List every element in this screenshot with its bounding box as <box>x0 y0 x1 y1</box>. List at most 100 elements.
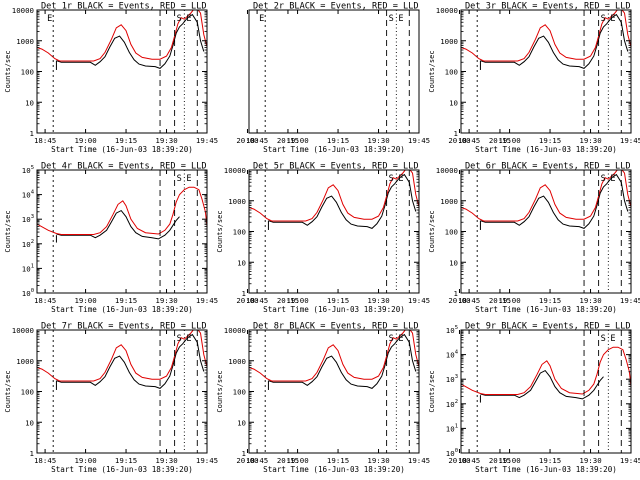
y-axis-label: Counts/sec <box>216 210 224 252</box>
plot-frame <box>36 169 208 294</box>
x-tick-label: 18:45 <box>34 296 56 305</box>
x-tick-label: 18:45 <box>458 296 480 305</box>
x-tick-label: 20:15 <box>277 296 299 305</box>
x-axis-label: Start Time (16-Jun-03 18:39:20) <box>263 465 405 474</box>
events-series-line <box>56 333 205 389</box>
x-tick-label: 19:45 <box>620 296 640 305</box>
x-tick-label: 19:30 <box>155 296 177 305</box>
x-tick-label: 19:45 <box>408 456 430 465</box>
interval-marker-label: E <box>186 174 191 184</box>
x-tick-label: 19:45 <box>620 136 640 145</box>
plot-frame <box>248 329 420 454</box>
x-tick-label: 19:30 <box>367 296 389 305</box>
plot-frame <box>36 9 208 134</box>
lld-series-line <box>37 186 207 235</box>
panel-title: Det 6r BLACK = Events, RED = LLD <box>465 162 631 172</box>
x-axis-label: Start Time (16-Jun-03 18:39:20) <box>475 305 617 314</box>
y-tick-label: 1 <box>30 129 34 138</box>
y-tick-label: 1 <box>454 289 458 298</box>
x-tick-label: 20:00 <box>448 456 470 465</box>
y-tick-label: 100 <box>445 228 458 237</box>
x-tick-label: 20:00 <box>236 296 258 305</box>
y-tick-label: 1000 <box>228 197 246 206</box>
y-tick-label: 102 <box>446 399 458 409</box>
y-tick-label: 10 <box>237 258 246 267</box>
y-axis-label: Counts/sec <box>4 370 12 412</box>
y-tick-label: 10000 <box>12 326 34 335</box>
interval-marker-label: S <box>177 174 182 184</box>
lld-series-line <box>249 170 419 222</box>
y-tick-label: 10000 <box>436 6 458 15</box>
y-tick-label: 1 <box>242 449 246 458</box>
y-tick-label: 1000 <box>16 357 34 366</box>
x-tick-label: 19:15 <box>115 296 137 305</box>
interval-marker-label: E <box>398 334 403 344</box>
y-tick-label: 10000 <box>12 6 34 15</box>
interval-marker-label: S <box>601 14 606 24</box>
interval-marker-label: S <box>389 14 394 24</box>
events-series-line <box>480 369 604 400</box>
x-tick-label: 19:00 <box>74 136 96 145</box>
x-tick-label: 19:45 <box>196 136 218 145</box>
x-tick-label: 19:00 <box>286 456 308 465</box>
x-axis-label: Start Time (16-Jun-03 18:39:20) <box>51 465 193 474</box>
y-tick-label: 103 <box>22 214 34 224</box>
y-tick-label: 100 <box>22 288 34 298</box>
x-tick-label: 18:45 <box>246 136 268 145</box>
events-series-line <box>56 209 180 240</box>
x-tick-label: 19:45 <box>620 456 640 465</box>
x-tick-label: 19:00 <box>498 456 520 465</box>
x-tick-label: 20:15 <box>277 136 299 145</box>
plot-frame <box>460 9 632 134</box>
lld-series-line <box>461 10 631 62</box>
x-tick-label: 20:15 <box>277 456 299 465</box>
y-tick-label: 10 <box>25 98 34 107</box>
lld-series-line <box>249 330 419 382</box>
panel-title: Det 5r BLACK = Events, RED = LLD <box>253 162 419 172</box>
x-tick-label: 18:45 <box>458 456 480 465</box>
interval-marker-label: E <box>259 14 264 24</box>
x-tick-label: 19:45 <box>196 456 218 465</box>
y-tick-label: 100 <box>233 388 246 397</box>
x-axis-label: Start Time (16-Jun-03 18:39:20) <box>51 145 193 154</box>
y-tick-label: 1000 <box>440 197 458 206</box>
x-tick-label: 19:00 <box>74 456 96 465</box>
y-tick-label: 104 <box>22 190 35 200</box>
plot-frame <box>460 329 632 454</box>
x-tick-label: 19:30 <box>579 136 601 145</box>
y-tick-label: 100 <box>21 388 34 397</box>
y-axis-label: Counts/sec <box>4 210 12 252</box>
x-tick-label: 19:45 <box>408 296 430 305</box>
x-tick-label: 20:15 <box>489 136 511 145</box>
y-axis-label: Counts/sec <box>216 370 224 412</box>
x-tick-label: 19:00 <box>286 296 308 305</box>
panel-title: Det 2r BLACK = Events, RED = LLD <box>253 2 419 12</box>
y-tick-label: 101 <box>22 263 34 273</box>
x-tick-label: 19:30 <box>367 456 389 465</box>
y-tick-label: 10 <box>449 98 458 107</box>
interval-marker-label: E <box>610 334 615 344</box>
x-tick-label: 19:15 <box>327 136 349 145</box>
x-tick-label: 19:15 <box>327 296 349 305</box>
events-series-line <box>480 173 629 229</box>
x-tick-label: 18:45 <box>34 456 56 465</box>
interval-marker-label: E <box>610 174 615 184</box>
y-axis-label: Counts/sec <box>428 210 436 252</box>
y-tick-label: 1000 <box>440 37 458 46</box>
lld-series-line <box>37 10 207 62</box>
x-tick-label: 19:30 <box>367 136 389 145</box>
interval-marker-label: S <box>177 14 182 24</box>
x-tick-label: 18:45 <box>246 296 268 305</box>
x-tick-label: 19:00 <box>286 136 308 145</box>
x-tick-label: 19:15 <box>115 136 137 145</box>
plot-frame <box>248 9 420 134</box>
events-series-line <box>56 13 205 69</box>
y-tick-label: 10000 <box>224 166 246 175</box>
interval-marker-label: S <box>389 334 394 344</box>
interval-marker-label: S <box>601 174 606 184</box>
